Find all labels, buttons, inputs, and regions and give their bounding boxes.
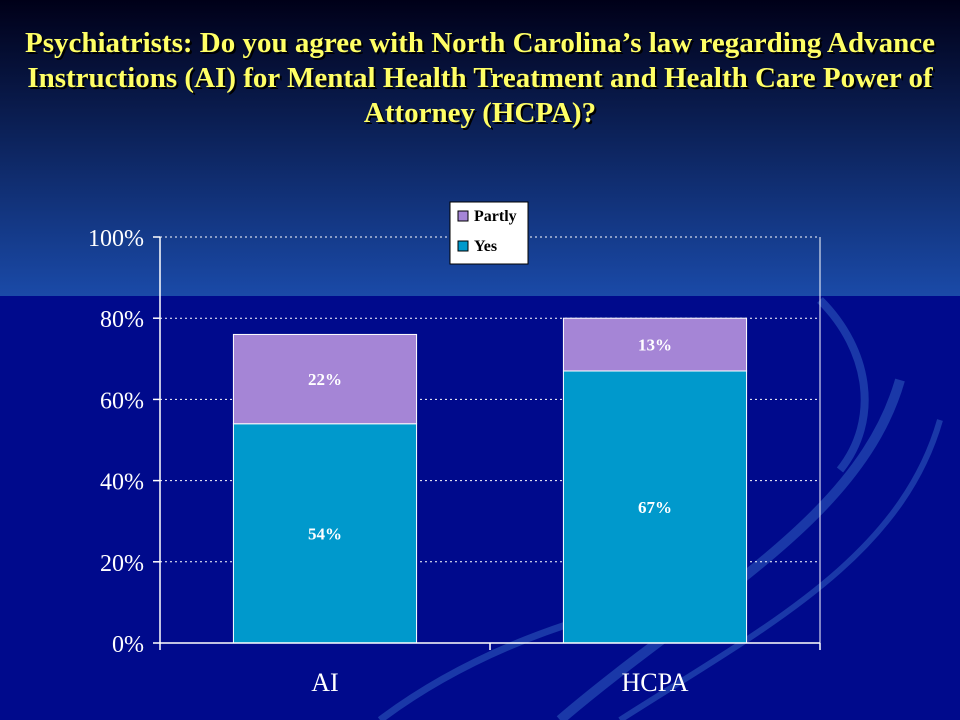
slide-title: Psychiatrists: Do you agree with North C…	[25, 27, 935, 129]
y-tick-label: 60%	[100, 388, 144, 414]
data-label: 67%	[638, 498, 672, 517]
y-tick-labels: 0% 20% 40% 60% 80% 100%	[88, 226, 144, 658]
legend-swatch-yes	[457, 240, 469, 252]
data-label: 13%	[638, 336, 672, 355]
bar-partly-hcpa	[562, 317, 748, 372]
legend-swatch-partly	[457, 210, 469, 222]
axes	[153, 236, 821, 650]
x-category-label: AI	[311, 668, 338, 697]
y-tick-label: 40%	[100, 470, 144, 496]
legend: Partly Yes	[449, 201, 529, 265]
x-category-label: HCPA	[622, 668, 689, 697]
y-tick-label: 20%	[100, 551, 144, 577]
bar-yes-hcpa	[562, 370, 748, 644]
bars	[232, 317, 748, 644]
bar-partly-ai	[232, 333, 418, 425]
legend-label-partly: Partly	[474, 208, 517, 225]
y-tick-label: 100%	[88, 226, 144, 252]
bar-yes-ai	[232, 423, 418, 644]
y-tick-label: 80%	[100, 307, 144, 333]
x-category-labels: AI HCPA	[311, 668, 688, 697]
data-label: 54%	[308, 524, 342, 543]
data-label: 22%	[308, 370, 342, 389]
legend-label-yes: Yes	[474, 238, 497, 255]
data-labels: 54% 22% 67% 13%	[308, 336, 672, 544]
y-tick-label: 0%	[112, 632, 144, 658]
